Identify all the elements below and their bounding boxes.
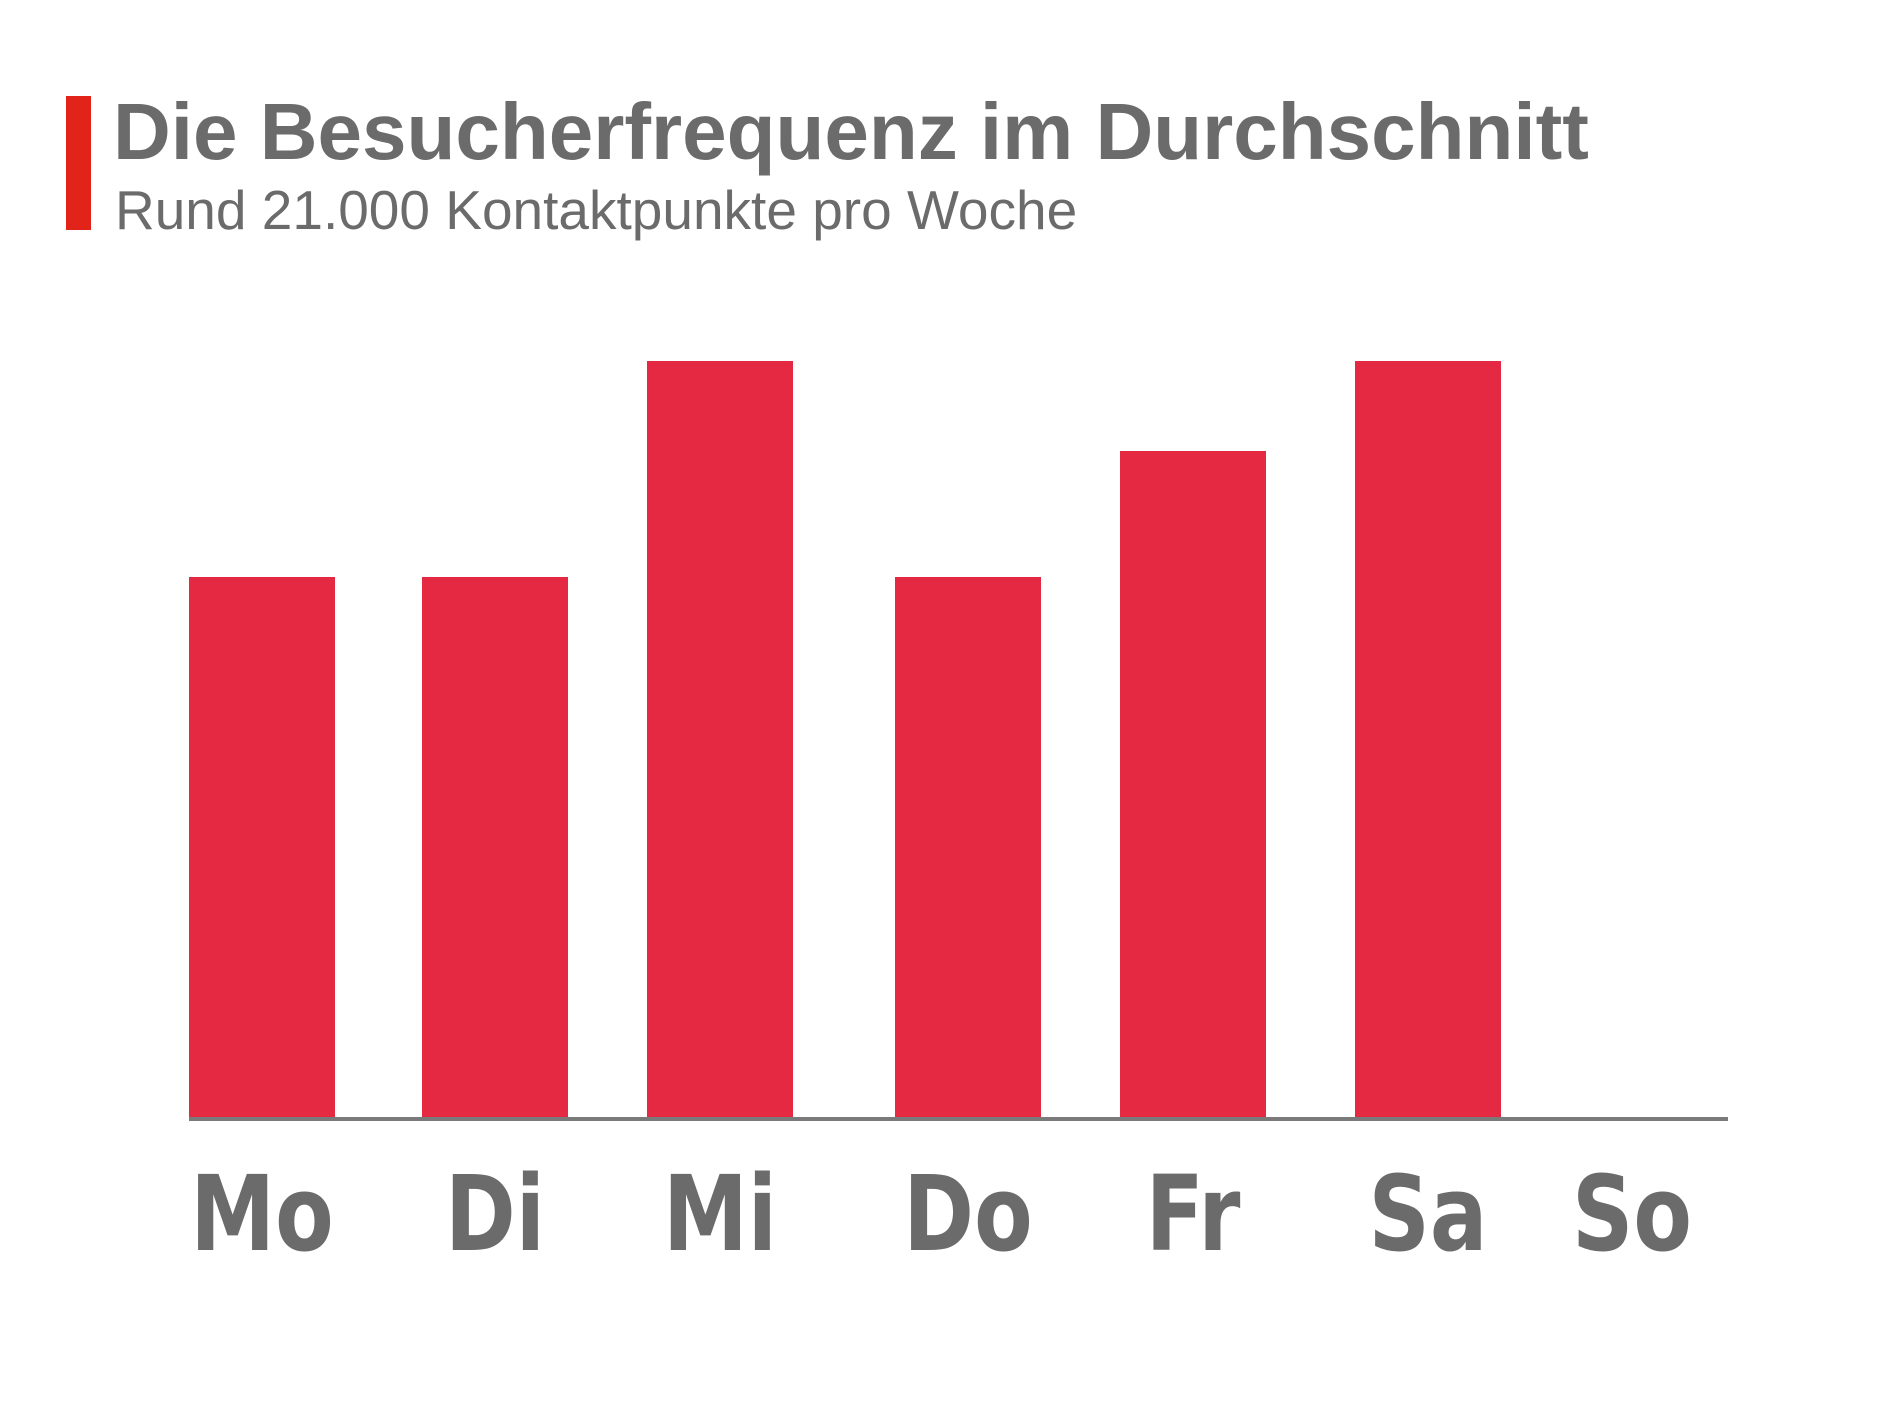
x-tick-label-so: So: [1572, 1155, 1692, 1275]
x-tick-label-do: Do: [903, 1155, 1032, 1275]
bar-mi: [647, 361, 793, 1117]
bar-group: [189, 361, 1501, 1117]
bar-di: [422, 577, 568, 1117]
bar-do: [895, 577, 1041, 1117]
x-tick-label-mi: Mi: [663, 1155, 777, 1275]
bar-sa: [1355, 361, 1501, 1117]
chart-subtitle: Rund 21.000 Kontaktpunkte pro Woche: [115, 179, 1078, 241]
title-accent-bar: [66, 96, 91, 230]
x-tick-label-sa: Sa: [1369, 1155, 1488, 1275]
bar-fr: [1120, 451, 1266, 1117]
x-tick-label-fr: Fr: [1146, 1155, 1241, 1275]
chart-title: Die Besucherfrequenz im Durchschnitt: [113, 87, 1589, 176]
x-tick-label-mo: Mo: [190, 1155, 333, 1275]
category-label-group: Mo Di Mi Do Fr Sa So: [190, 1155, 1692, 1275]
bar-mo: [189, 577, 335, 1117]
x-tick-label-di: Di: [445, 1155, 545, 1275]
